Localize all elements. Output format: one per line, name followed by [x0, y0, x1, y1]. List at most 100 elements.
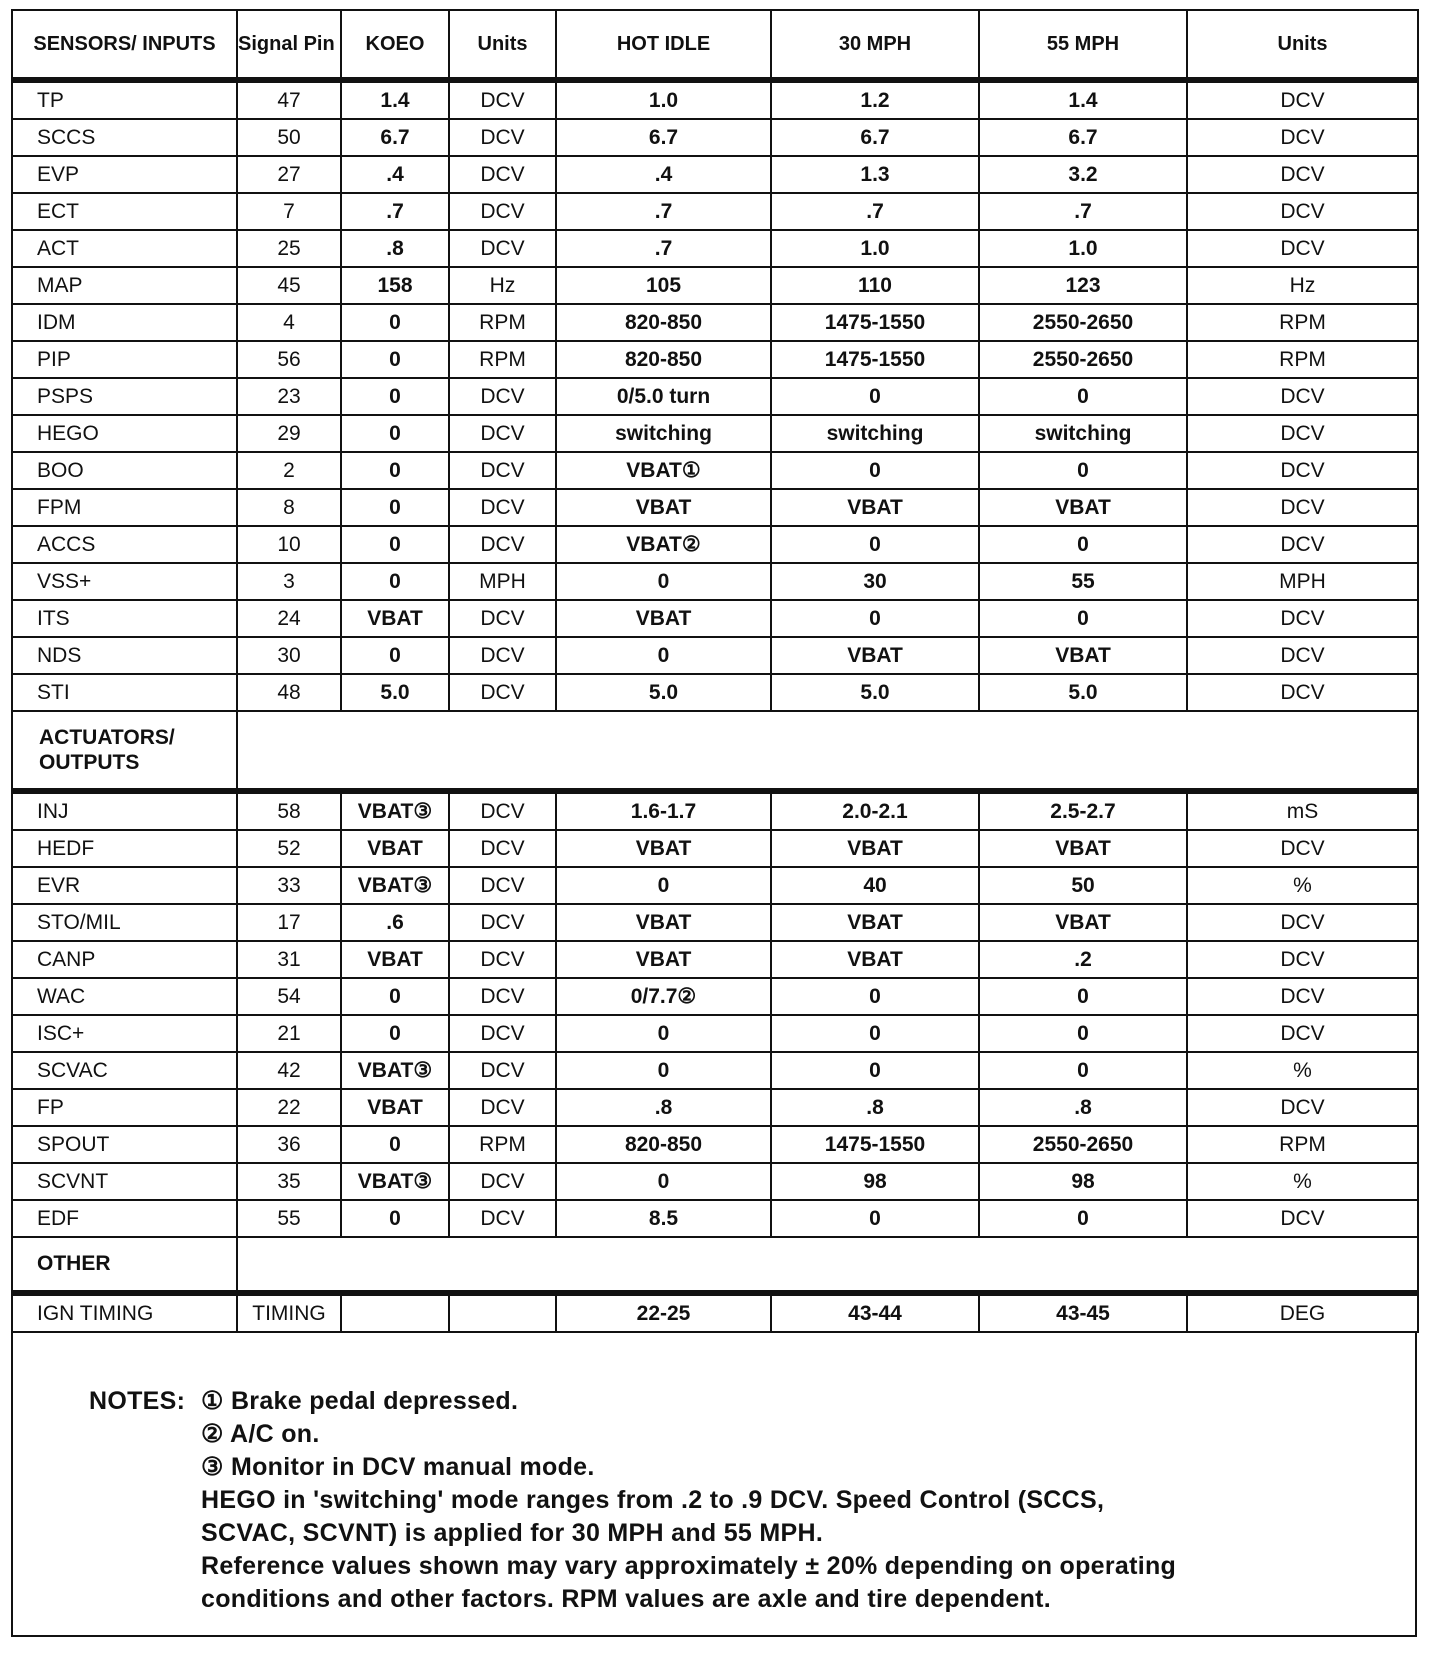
table-row: ITS 24 VBAT DCV VBAT 0 0 DCV: [11, 599, 1419, 638]
cell-55-mph: .8: [978, 1088, 1188, 1127]
column-header-name: SENSORS/ INPUTS: [11, 9, 238, 83]
cell-pin: 10: [236, 525, 342, 564]
section-label: ACTUATORS/ OUTPUTS: [11, 710, 238, 794]
cell-55-mph: 0: [978, 451, 1188, 490]
cell-pin: 25: [236, 229, 342, 268]
cell-55-mph: 43-45: [978, 1292, 1188, 1333]
cell-30-mph: .7: [770, 192, 980, 231]
cell-pin: 31: [236, 940, 342, 979]
cell-koeo: 0: [340, 488, 450, 527]
cell-units-2: DEG: [1186, 1292, 1419, 1333]
cell-name: NDS: [11, 636, 238, 675]
cell-pin: 42: [236, 1051, 342, 1090]
cell-units: DCV: [448, 155, 557, 194]
section-actuators: ACTUATORS/ OUTPUTS: [11, 710, 1419, 794]
cell-units: DCV: [448, 940, 557, 979]
table-row: NDS 30 0 DCV 0 VBAT VBAT DCV: [11, 636, 1419, 675]
cell-55-mph: VBAT: [978, 488, 1188, 527]
cell-30-mph: 1.3: [770, 155, 980, 194]
cell-units-2: DCV: [1186, 1088, 1419, 1127]
cell-pin: 3: [236, 562, 342, 601]
table-row: INJ 58 VBAT③ DCV 1.6-1.7 2.0-2.1 2.5-2.7 mS: [11, 790, 1419, 831]
cell-55-mph: 123: [978, 266, 1188, 305]
cell-units: DCV: [448, 1014, 557, 1053]
table-row: FPM 8 0 DCV VBAT VBAT VBAT DCV: [11, 488, 1419, 527]
table-row: PSPS 23 0 DCV 0/5.0 turn 0 0 DCV: [11, 377, 1419, 416]
cell-30-mph: 0: [770, 1199, 980, 1238]
cell-name: HEGO: [11, 414, 238, 453]
cell-units: DCV: [448, 866, 557, 905]
note-line: HEGO in 'switching' mode ranges from .2 …: [201, 1486, 1105, 1514]
column-header-units-2: Units: [1186, 9, 1419, 83]
cell-units-2: MPH: [1186, 562, 1419, 601]
table-row: VSS+ 3 0 MPH 0 30 55 MPH: [11, 562, 1419, 601]
cell-units: DCV: [448, 377, 557, 416]
cell-30-mph: 98: [770, 1162, 980, 1201]
cell-pin: 36: [236, 1125, 342, 1164]
cell-units: DCV: [448, 192, 557, 231]
cell-hot-idle: 5.0: [555, 673, 772, 712]
table-row: MAP 45 158 Hz 105 110 123 Hz: [11, 266, 1419, 305]
cell-name: ITS: [11, 599, 238, 638]
cell-55-mph: 0: [978, 377, 1188, 416]
cell-units: DCV: [448, 977, 557, 1016]
cell-name: PIP: [11, 340, 238, 379]
cell-units: DCV: [448, 903, 557, 942]
cell-koeo: 0: [340, 451, 450, 490]
cell-hot-idle: VBAT②: [555, 525, 772, 564]
cell-pin: 22: [236, 1088, 342, 1127]
cell-units-2: RPM: [1186, 1125, 1419, 1164]
cell-units-2: DCV: [1186, 414, 1419, 453]
cell-name: FP: [11, 1088, 238, 1127]
cell-pin: 27: [236, 155, 342, 194]
cell-30-mph: 1.0: [770, 229, 980, 268]
note-line: Reference values shown may vary approxim…: [201, 1552, 1177, 1580]
cell-30-mph: 43-44: [770, 1292, 980, 1333]
cell-hot-idle: 0: [555, 1051, 772, 1090]
cell-pin: 47: [236, 79, 342, 120]
cell-30-mph: 6.7: [770, 118, 980, 157]
cell-hot-idle: VBAT: [555, 599, 772, 638]
note-line: SCVAC, SCVNT) is applied for 30 MPH and …: [201, 1519, 824, 1547]
notes-label: NOTES:: [89, 1387, 186, 1415]
cell-55-mph: VBAT: [978, 829, 1188, 868]
cell-30-mph: 0: [770, 977, 980, 1016]
cell-55-mph: 2550-2650: [978, 1125, 1188, 1164]
cell-pin: 7: [236, 192, 342, 231]
cell-pin: 21: [236, 1014, 342, 1053]
cell-name: IDM: [11, 303, 238, 342]
table-row: PIP 56 0 RPM 820-850 1475-1550 2550-2650 RPM: [11, 340, 1419, 379]
cell-koeo: VBAT③: [340, 866, 450, 905]
cell-koeo: 0: [340, 1014, 450, 1053]
cell-55-mph: 6.7: [978, 118, 1188, 157]
note-line: ② A/C on.: [201, 1420, 320, 1448]
cell-units: DCV: [448, 118, 557, 157]
cell-30-mph: VBAT: [770, 829, 980, 868]
cell-pin: 58: [236, 790, 342, 831]
cell-units: RPM: [448, 340, 557, 379]
cell-units-2: DCV: [1186, 118, 1419, 157]
cell-55-mph: 2.5-2.7: [978, 790, 1188, 831]
cell-units: DCV: [448, 525, 557, 564]
cell-55-mph: switching: [978, 414, 1188, 453]
cell-units-2: DCV: [1186, 229, 1419, 268]
table-row: ISC+ 21 0 DCV 0 0 0 DCV: [11, 1014, 1419, 1053]
cell-units: Hz: [448, 266, 557, 305]
cell-name: MAP: [11, 266, 238, 305]
cell-units-2: DCV: [1186, 636, 1419, 675]
cell-pin: 24: [236, 599, 342, 638]
cell-units: MPH: [448, 562, 557, 601]
cell-30-mph: 40: [770, 866, 980, 905]
cell-30-mph: 2.0-2.1: [770, 790, 980, 831]
cell-units: DCV: [448, 79, 557, 120]
cell-units: DCV: [448, 829, 557, 868]
cell-pin: 56: [236, 340, 342, 379]
cell-pin: TIMING: [236, 1292, 342, 1333]
cell-koeo: 5.0: [340, 673, 450, 712]
cell-30-mph: VBAT: [770, 940, 980, 979]
cell-koeo: VBAT: [340, 829, 450, 868]
cell-koeo: 0: [340, 414, 450, 453]
table-row: SPOUT 36 0 RPM 820-850 1475-1550 2550-2650 RPM: [11, 1125, 1419, 1164]
cell-hot-idle: 0: [555, 1014, 772, 1053]
cell-pin: 50: [236, 118, 342, 157]
